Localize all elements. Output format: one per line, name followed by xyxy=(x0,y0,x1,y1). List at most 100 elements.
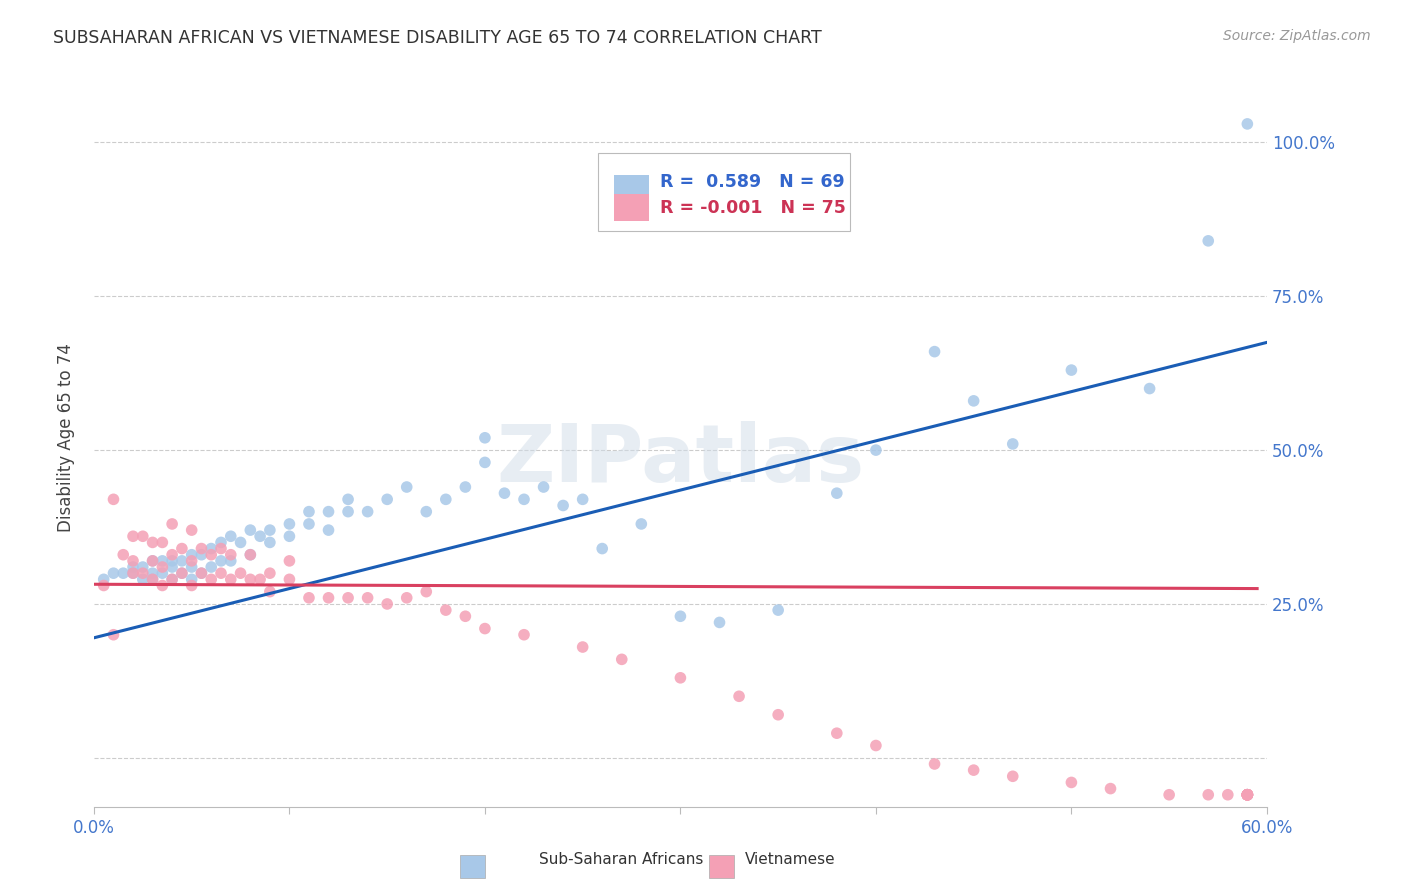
Point xyxy=(865,739,887,753)
Point xyxy=(150,535,173,549)
Point xyxy=(142,554,165,568)
Point xyxy=(209,541,232,556)
Point xyxy=(93,572,115,586)
FancyBboxPatch shape xyxy=(599,153,851,231)
Point xyxy=(474,455,496,469)
Point xyxy=(728,690,751,704)
Point xyxy=(160,560,183,574)
Point xyxy=(219,548,242,562)
Point xyxy=(239,548,262,562)
Point xyxy=(1099,781,1122,796)
Point xyxy=(229,566,252,581)
Point xyxy=(1236,788,1258,802)
Point xyxy=(200,548,222,562)
Point xyxy=(150,560,173,574)
Point xyxy=(395,591,418,605)
Point xyxy=(132,572,155,586)
Point xyxy=(1236,788,1258,802)
Point xyxy=(474,431,496,445)
Point xyxy=(298,591,321,605)
Point xyxy=(180,548,202,562)
Point xyxy=(513,492,536,507)
Point xyxy=(766,603,789,617)
Point xyxy=(180,572,202,586)
Text: Vietnamese: Vietnamese xyxy=(745,852,835,867)
FancyBboxPatch shape xyxy=(460,855,485,878)
Point xyxy=(825,726,848,740)
Point xyxy=(132,560,155,574)
Point xyxy=(142,535,165,549)
Point xyxy=(219,572,242,586)
Point xyxy=(1236,788,1258,802)
Point xyxy=(103,628,125,642)
Point xyxy=(318,591,340,605)
Point xyxy=(160,572,183,586)
FancyBboxPatch shape xyxy=(709,855,734,878)
Point xyxy=(454,609,477,624)
Point xyxy=(259,535,281,549)
Point xyxy=(337,505,360,519)
Point xyxy=(142,566,165,581)
Point xyxy=(356,591,378,605)
Point xyxy=(190,541,212,556)
Point xyxy=(150,554,173,568)
Point xyxy=(278,554,301,568)
Point xyxy=(132,529,155,543)
Point xyxy=(610,652,633,666)
Point xyxy=(337,591,360,605)
Point xyxy=(1236,788,1258,802)
Point xyxy=(298,505,321,519)
Point xyxy=(318,505,340,519)
Point xyxy=(122,554,145,568)
Point xyxy=(375,597,398,611)
Point xyxy=(112,548,135,562)
Point xyxy=(219,554,242,568)
Point xyxy=(553,499,575,513)
Point xyxy=(142,572,165,586)
Point xyxy=(963,393,986,408)
Point xyxy=(239,548,262,562)
Point xyxy=(454,480,477,494)
Point xyxy=(180,523,202,537)
Point xyxy=(239,523,262,537)
Point xyxy=(259,566,281,581)
Text: Sub-Saharan Africans: Sub-Saharan Africans xyxy=(538,852,703,867)
Text: SUBSAHARAN AFRICAN VS VIETNAMESE DISABILITY AGE 65 TO 74 CORRELATION CHART: SUBSAHARAN AFRICAN VS VIETNAMESE DISABIL… xyxy=(53,29,823,46)
Point xyxy=(709,615,731,630)
Point xyxy=(415,584,437,599)
Point xyxy=(190,566,212,581)
Point xyxy=(1236,117,1258,131)
Point xyxy=(1236,788,1258,802)
Point xyxy=(669,609,692,624)
Point xyxy=(132,566,155,581)
Point xyxy=(170,541,193,556)
Point xyxy=(1236,788,1258,802)
Point xyxy=(180,578,202,592)
Point xyxy=(278,529,301,543)
Point xyxy=(259,584,281,599)
Point xyxy=(180,554,202,568)
Point xyxy=(278,572,301,586)
Point xyxy=(434,492,457,507)
Point xyxy=(1139,382,1161,396)
Point xyxy=(239,572,262,586)
Point xyxy=(1236,788,1258,802)
Point xyxy=(1060,775,1083,789)
Point xyxy=(150,578,173,592)
Point xyxy=(375,492,398,507)
Text: R = -0.001   N = 75: R = -0.001 N = 75 xyxy=(661,199,846,218)
Point xyxy=(200,541,222,556)
Point xyxy=(591,541,613,556)
Point xyxy=(474,622,496,636)
Point xyxy=(103,566,125,581)
Point xyxy=(571,640,593,654)
Point xyxy=(249,572,271,586)
Point xyxy=(160,554,183,568)
Point xyxy=(766,707,789,722)
Point xyxy=(278,516,301,531)
Point xyxy=(1197,234,1219,248)
Point xyxy=(103,492,125,507)
Point xyxy=(122,560,145,574)
Point xyxy=(249,529,271,543)
Point xyxy=(170,554,193,568)
